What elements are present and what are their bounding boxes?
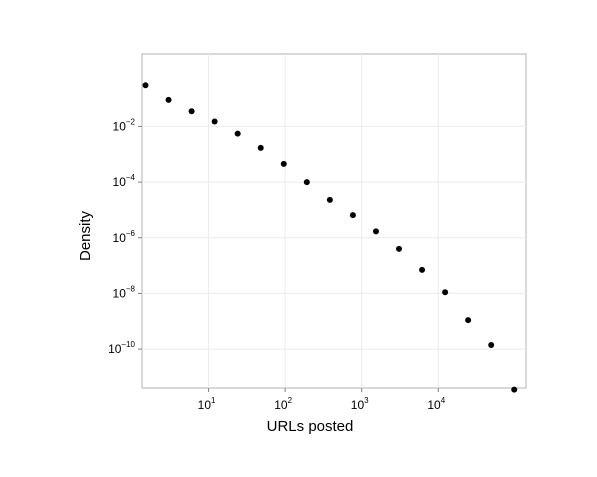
y-tick-label: 10−6 bbox=[113, 229, 136, 245]
tick-base: 10 bbox=[274, 398, 288, 412]
data-point bbox=[188, 108, 195, 115]
tick-base: 10 bbox=[113, 175, 127, 189]
tick-base: 10 bbox=[108, 342, 122, 356]
data-point bbox=[303, 179, 310, 186]
data-point bbox=[280, 160, 287, 167]
data-point bbox=[396, 245, 403, 252]
data-point bbox=[349, 212, 356, 219]
data-point bbox=[234, 130, 241, 137]
tick-base: 10 bbox=[113, 119, 127, 133]
data-point bbox=[211, 118, 218, 125]
x-tick-label: 103 bbox=[351, 396, 369, 412]
data-point bbox=[488, 342, 495, 349]
tick-exponent: 1 bbox=[211, 396, 216, 405]
tick-exponent: −8 bbox=[126, 284, 136, 293]
tick-exponent: 4 bbox=[441, 396, 446, 405]
tick-exponent: 3 bbox=[364, 396, 369, 405]
tick-base: 10 bbox=[113, 286, 127, 300]
data-point bbox=[165, 96, 172, 103]
x-axis-title: URLs posted bbox=[267, 418, 354, 435]
y-tick-label: 10−4 bbox=[113, 173, 136, 189]
tick-base: 10 bbox=[198, 398, 212, 412]
tick-exponent: 2 bbox=[288, 396, 293, 405]
data-point bbox=[511, 386, 518, 393]
tick-base: 10 bbox=[427, 398, 441, 412]
y-tick-label: 10−10 bbox=[108, 340, 135, 356]
tick-exponent: −10 bbox=[121, 340, 135, 349]
y-tick-label: 10−8 bbox=[113, 284, 136, 300]
data-points bbox=[142, 82, 518, 393]
x-tick-label: 101 bbox=[198, 396, 216, 412]
x-tick-label: 104 bbox=[427, 396, 445, 412]
x-tick-label: 102 bbox=[274, 396, 292, 412]
data-point bbox=[465, 317, 472, 324]
grid-lines bbox=[142, 54, 526, 388]
data-point bbox=[372, 228, 379, 235]
data-point bbox=[442, 289, 449, 296]
data-point bbox=[326, 196, 333, 203]
data-point bbox=[142, 82, 149, 89]
tick-exponent: −6 bbox=[126, 229, 136, 238]
y-tick-label: 10−2 bbox=[113, 117, 136, 133]
tick-base: 10 bbox=[351, 398, 365, 412]
tick-base: 10 bbox=[113, 231, 127, 245]
tick-exponent: −2 bbox=[126, 117, 136, 126]
data-point bbox=[257, 144, 264, 151]
tick-exponent: −4 bbox=[126, 173, 136, 182]
plot-panel bbox=[141, 53, 527, 389]
data-point bbox=[419, 266, 426, 273]
y-axis-title: Density bbox=[77, 210, 94, 261]
